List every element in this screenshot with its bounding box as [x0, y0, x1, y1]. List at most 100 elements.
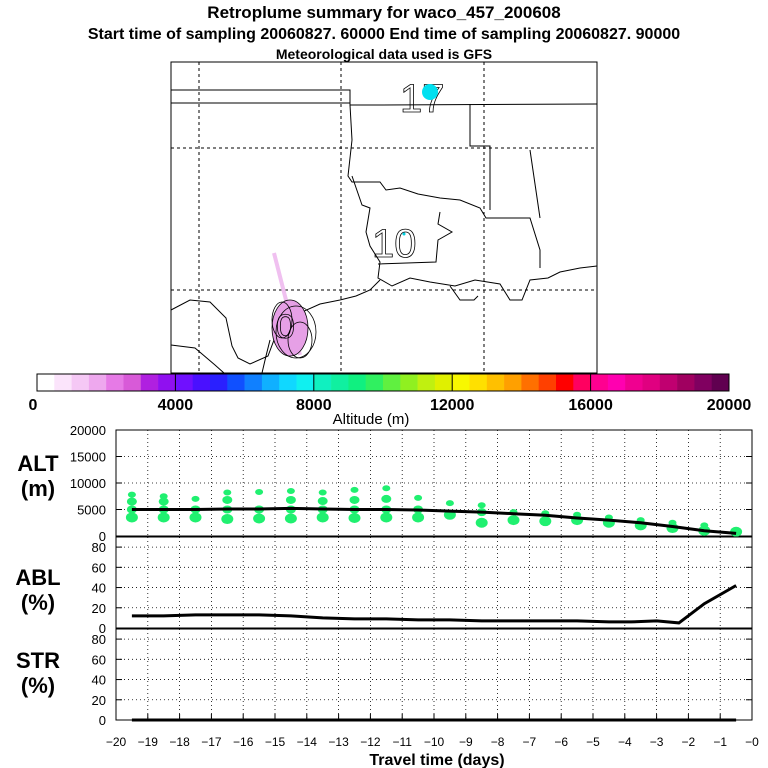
alt-scatter-point	[348, 512, 361, 523]
alt-scatter-point	[222, 495, 233, 504]
x-tick-label: −20	[106, 735, 127, 749]
colorbar-swatch	[711, 374, 730, 391]
alt-scatter-point	[539, 516, 552, 527]
colorbar-swatch	[192, 374, 211, 391]
alt-scatter-point	[191, 495, 200, 502]
colorbar-swatch	[71, 374, 90, 391]
y-tick-label: 40	[92, 581, 106, 596]
x-axis: −20 −19 −18 −17 −16 −15 −14 −13 −12 −11 −10 −9 −8 −7 −…	[106, 714, 759, 749]
y-axis-label-unit: (%)	[21, 590, 55, 615]
x-tick-label: −12	[360, 735, 381, 749]
alt-scatter-point	[126, 497, 137, 506]
colorbar-swatch	[296, 374, 315, 391]
y-tick-label: 40	[92, 673, 106, 688]
y-tick-label: 5000	[77, 503, 106, 518]
colorbar-tick-label: 8000	[296, 397, 332, 414]
y-axis-label-unit: (m)	[21, 476, 55, 501]
time-series-panels: 20000150001000050000ALT(m)806040200ABL(%…	[15, 423, 753, 728]
colorbar-swatch	[365, 374, 384, 391]
colorbar-swatch	[434, 374, 453, 391]
colorbar-swatch	[88, 374, 107, 391]
colorbar-swatch	[642, 374, 661, 391]
y-tick-label: 20	[92, 693, 106, 708]
x-tick-label: −7	[523, 735, 537, 749]
y-tick-label: 20000	[70, 423, 106, 438]
colorbar-tick-label: 16000	[568, 397, 613, 414]
colorbar-swatch	[106, 374, 124, 391]
colorbar-swatch	[54, 374, 72, 391]
alt-scatter-point	[507, 515, 520, 526]
met-data-note: Meteorological data used is GFS	[275, 46, 493, 62]
x-tick-label: −0	[745, 735, 759, 749]
alt-scatter-point	[475, 517, 488, 528]
colorbar-swatch	[521, 374, 539, 391]
colorbar-swatch	[261, 374, 280, 391]
map-boundaries	[170, 89, 598, 374]
alt-scatter-point	[158, 497, 169, 506]
colorbar-swatch	[486, 374, 505, 391]
colorbar-swatch	[677, 374, 695, 391]
alt-scatter-point	[125, 512, 138, 523]
colorbar-swatch	[659, 374, 678, 391]
alt-scatter-point	[349, 495, 360, 504]
colorbar-swatch	[244, 374, 263, 391]
altitude-colorbar: 0 4000 8000 12000 16000 20000	[29, 373, 752, 414]
x-tick-label: −13	[328, 735, 349, 749]
alt-scatter-point	[189, 512, 202, 523]
colorbar-swatch	[158, 374, 176, 391]
y-tick-label: 20	[92, 601, 106, 616]
colorbar-tick-label: 12000	[430, 397, 475, 414]
x-tick-label: −10	[424, 735, 445, 749]
colorbar-swatch	[313, 374, 332, 391]
panel-abl: 80 60 40 20 0 ABL(%)	[15, 536, 753, 636]
map-label-day10: 10	[372, 222, 417, 266]
y-axis-label: STR	[16, 648, 60, 673]
y-tick-label: 80	[92, 632, 106, 647]
plume-marker-cyan	[422, 84, 438, 100]
alt-scatter-point	[284, 513, 297, 524]
colorbar-swatch	[573, 374, 591, 391]
y-tick-label: 60	[92, 560, 106, 575]
alt-scatter-point	[157, 512, 170, 523]
colorbar-swatch	[590, 374, 609, 391]
colorbar-swatch	[331, 374, 349, 391]
alt-scatter-point	[127, 491, 136, 498]
alt-scatter-point	[380, 512, 393, 523]
sampling-times: Start time of sampling 20060827. 60000 E…	[87, 26, 681, 43]
alt-scatter-point	[477, 502, 486, 509]
x-tick-label: −1	[713, 735, 727, 749]
colorbar-swatch	[504, 374, 522, 391]
panel-frame	[115, 429, 753, 537]
map-label-day0: 0	[276, 308, 295, 346]
map-frame	[170, 61, 598, 374]
alt-scatter-point	[255, 489, 264, 496]
y-tick-label: 10000	[70, 476, 106, 491]
x-tick-label: −16	[233, 735, 254, 749]
colorbar-tick-label: 20000	[707, 397, 752, 414]
panel-str: 80 60 40 20 0 STR(%)	[16, 628, 753, 728]
alt-scatter-point	[700, 522, 709, 529]
colorbar-swatch	[140, 374, 159, 391]
alt-scatter-point	[414, 494, 423, 501]
colorbar-swatch	[452, 374, 470, 391]
x-tick-label: −11	[392, 735, 412, 749]
x-tick-label: −14	[297, 735, 318, 749]
alt-series-line	[131, 506, 737, 535]
x-tick-label: −15	[265, 735, 286, 749]
panel-alt: 20000 15000 10000 5000 0 ALT(m)	[17, 423, 753, 544]
colorbar-swatch	[607, 374, 626, 391]
map-panel: 17 10 0	[170, 61, 598, 374]
alt-scatter-point	[350, 486, 359, 493]
alt-scatter-point	[253, 513, 266, 524]
colorbar-swatch	[348, 374, 366, 391]
x-tick-label: −2	[682, 735, 696, 749]
x-axis-label: Travel time (days)	[369, 752, 504, 768]
y-axis-label-unit: (%)	[21, 673, 55, 698]
colorbar-swatch	[469, 374, 488, 391]
alt-scatter-point	[381, 494, 392, 503]
panel-frame	[115, 536, 753, 629]
y-axis-label: ABL	[15, 565, 60, 590]
colorbar-swatch	[37, 374, 55, 391]
abl-series-line	[131, 584, 737, 625]
